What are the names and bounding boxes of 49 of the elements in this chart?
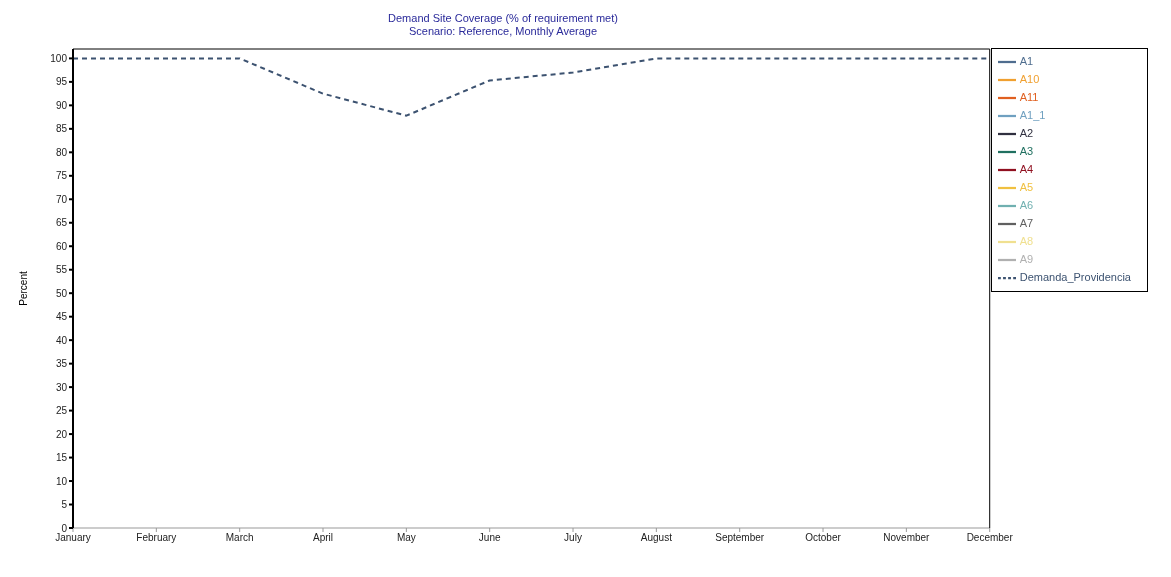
legend-label: A4 — [1019, 162, 1034, 175]
legend-label: A2 — [1019, 126, 1034, 139]
chart-title: Demand Site Coverage (% of requirement met) — [387, 12, 619, 25]
x-tick-label: April — [313, 532, 334, 544]
legend-label: A11 — [1019, 90, 1039, 103]
y-tick-label: 60 — [55, 240, 68, 252]
y-tick-label: 10 — [55, 475, 68, 487]
y-tick-label: 30 — [55, 381, 68, 393]
x-tick-label: February — [136, 532, 177, 544]
y-tick-label: 50 — [55, 287, 68, 299]
y-tick-label: 70 — [55, 193, 68, 205]
legend-label: A9 — [1019, 252, 1034, 265]
legend-label: A1 — [1019, 54, 1034, 67]
y-tick-label: 90 — [55, 99, 68, 111]
y-axis-title: Percent — [17, 271, 29, 306]
x-tick-label: September — [715, 532, 765, 544]
y-tick-label: 15 — [55, 452, 68, 464]
y-tick-label: 55 — [55, 264, 68, 276]
x-tick-label: July — [564, 532, 582, 544]
y-tick-label: 35 — [55, 358, 68, 370]
x-tick-label: December — [966, 532, 1014, 544]
legend-label: A1_1 — [1019, 108, 1046, 121]
legend-label: A5 — [1019, 180, 1034, 193]
y-tick-label: 25 — [55, 405, 68, 417]
x-tick-label: May — [396, 532, 416, 544]
chart-subtitle: Scenario: Reference, Monthly Average — [407, 25, 599, 38]
y-tick-label: 45 — [55, 311, 68, 323]
y-tick-label: 85 — [55, 123, 68, 135]
x-tick-label: August — [640, 532, 673, 544]
legend-label: A8 — [1019, 234, 1034, 247]
legend-label: A6 — [1019, 198, 1034, 211]
y-tick-label: 95 — [55, 76, 68, 88]
y-tick-label: 65 — [55, 217, 68, 229]
y-tick-label: 80 — [55, 146, 68, 158]
legend-label: A10 — [1019, 72, 1040, 85]
y-tick-label: 20 — [55, 428, 68, 440]
legend-label: A7 — [1019, 216, 1034, 229]
y-tick-label: 0 — [61, 522, 68, 534]
x-tick-label: October — [805, 532, 842, 544]
legend-label: A3 — [1019, 144, 1034, 157]
x-tick-label: January — [55, 532, 91, 544]
legend-label: Demanda_Providencia — [1019, 270, 1131, 283]
x-tick-label: November — [883, 532, 931, 544]
y-tick-label: 75 — [55, 170, 68, 182]
y-tick-label: 40 — [55, 334, 68, 346]
x-tick-label: June — [478, 532, 501, 544]
x-tick-label: March — [225, 532, 254, 544]
y-tick-label: 5 — [61, 499, 68, 511]
y-tick-label: 100 — [50, 52, 68, 64]
